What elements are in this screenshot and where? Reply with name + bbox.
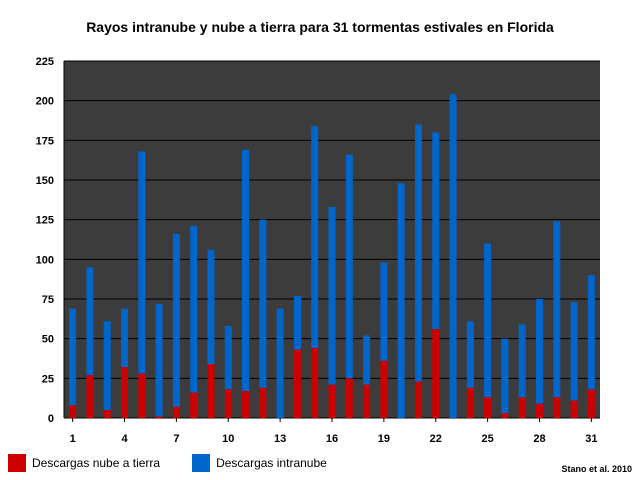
x-tick-label: 13 bbox=[274, 433, 286, 445]
legend-label-cloud-to-ground: Descargas nube a tierra bbox=[32, 456, 161, 470]
bar-cloud-to-ground bbox=[414, 381, 422, 418]
bar-intracloud bbox=[570, 302, 578, 401]
bar-cloud-to-ground bbox=[501, 413, 509, 418]
bar-intracloud bbox=[259, 219, 267, 388]
bar-intracloud bbox=[466, 321, 474, 388]
bar-cloud-to-ground bbox=[432, 329, 440, 418]
x-tick-label: 25 bbox=[481, 433, 493, 445]
legend-swatch-cloud-to-ground bbox=[8, 454, 26, 472]
bar-cloud-to-ground bbox=[190, 392, 198, 418]
x-tick-label: 19 bbox=[378, 433, 390, 445]
bar-cloud-to-ground bbox=[224, 389, 232, 418]
bar-cloud-to-ground bbox=[535, 403, 543, 418]
bar-intracloud bbox=[138, 151, 146, 374]
bar-cloud-to-ground bbox=[155, 416, 163, 418]
bar-cloud-to-ground bbox=[484, 397, 492, 418]
y-tick-label: 0 bbox=[48, 413, 54, 425]
bar-cloud-to-ground bbox=[311, 348, 319, 418]
bar-cloud-to-ground bbox=[518, 397, 526, 418]
bar-cloud-to-ground bbox=[207, 364, 215, 418]
bar-intracloud bbox=[535, 299, 543, 404]
bar-cloud-to-ground bbox=[587, 389, 595, 418]
y-tick-label: 50 bbox=[42, 334, 54, 346]
bar-intracloud bbox=[311, 126, 319, 349]
bar-intracloud bbox=[155, 303, 163, 417]
x-tick-label: 7 bbox=[173, 433, 179, 445]
x-tick-label: 4 bbox=[121, 433, 128, 445]
bar-cloud-to-ground bbox=[328, 384, 336, 418]
bar-intracloud bbox=[103, 321, 111, 411]
bar-intracloud bbox=[172, 233, 180, 407]
bar-cloud-to-ground bbox=[121, 367, 129, 418]
x-tick-label: 28 bbox=[533, 433, 545, 445]
bar-intracloud bbox=[345, 154, 353, 379]
x-tick-label: 10 bbox=[222, 433, 234, 445]
bar-intracloud bbox=[190, 226, 198, 393]
bar-cloud-to-ground bbox=[553, 397, 561, 418]
bar-intracloud bbox=[363, 335, 371, 385]
bar-intracloud bbox=[414, 124, 422, 382]
legend-swatch-intracloud bbox=[192, 454, 211, 472]
y-tick-label: 75 bbox=[42, 294, 54, 306]
bar-intracloud bbox=[328, 206, 336, 385]
bar-cloud-to-ground bbox=[242, 391, 250, 418]
bar-intracloud bbox=[207, 249, 215, 365]
bar-intracloud bbox=[518, 324, 526, 398]
bar-intracloud bbox=[224, 325, 232, 390]
bar-intracloud bbox=[501, 338, 509, 414]
x-tick-label: 1 bbox=[70, 433, 76, 445]
bar-intracloud bbox=[293, 295, 301, 350]
y-tick-label: 200 bbox=[36, 96, 54, 108]
y-tick-label: 225 bbox=[36, 56, 54, 68]
bar-intracloud bbox=[432, 132, 440, 330]
y-tick-label: 175 bbox=[36, 135, 54, 147]
bar-intracloud bbox=[449, 94, 457, 418]
x-tick-label: 31 bbox=[585, 433, 597, 445]
bar-intracloud bbox=[553, 221, 561, 398]
legend-label-intracloud: Descargas intranube bbox=[216, 456, 327, 470]
bar-intracloud bbox=[242, 149, 250, 392]
bar-intracloud bbox=[69, 308, 77, 406]
bar-cloud-to-ground bbox=[293, 349, 301, 418]
bar-cloud-to-ground bbox=[138, 373, 146, 418]
bar-cloud-to-ground bbox=[380, 360, 388, 418]
chart-title: Rayos intranube y nube a tierra para 31 … bbox=[86, 19, 554, 35]
y-tick-label: 25 bbox=[42, 373, 54, 385]
bar-cloud-to-ground bbox=[363, 384, 371, 418]
y-tick-label: 100 bbox=[36, 254, 54, 266]
y-tick-label: 150 bbox=[36, 175, 54, 187]
y-tick-label: 125 bbox=[36, 215, 54, 227]
legend-item-intracloud: Descargas intranube bbox=[192, 454, 327, 472]
legend: Descargas nube a tierra Descargas intran… bbox=[8, 454, 359, 472]
x-tick-label: 16 bbox=[326, 433, 338, 445]
bar-cloud-to-ground bbox=[69, 405, 77, 418]
bar-intracloud bbox=[380, 262, 388, 361]
bar-cloud-to-ground bbox=[466, 387, 474, 418]
legend-item-cloud-to-ground: Descargas nube a tierra bbox=[8, 454, 160, 472]
bar-cloud-to-ground bbox=[259, 387, 267, 418]
bar-intracloud bbox=[587, 275, 595, 390]
bar-cloud-to-ground bbox=[570, 400, 578, 418]
bar-cloud-to-ground bbox=[345, 378, 353, 418]
x-tick-label: 22 bbox=[430, 433, 442, 445]
source-credit: Stano et al. 2010 bbox=[561, 464, 632, 474]
bar-cloud-to-ground bbox=[86, 375, 94, 418]
bar-intracloud bbox=[121, 308, 129, 368]
bar-intracloud bbox=[397, 183, 405, 418]
bar-cloud-to-ground bbox=[103, 410, 111, 418]
bar-cloud-to-ground bbox=[172, 406, 180, 418]
bar-intracloud bbox=[484, 243, 492, 398]
bar-intracloud bbox=[86, 267, 94, 376]
bar-intracloud bbox=[276, 308, 284, 418]
